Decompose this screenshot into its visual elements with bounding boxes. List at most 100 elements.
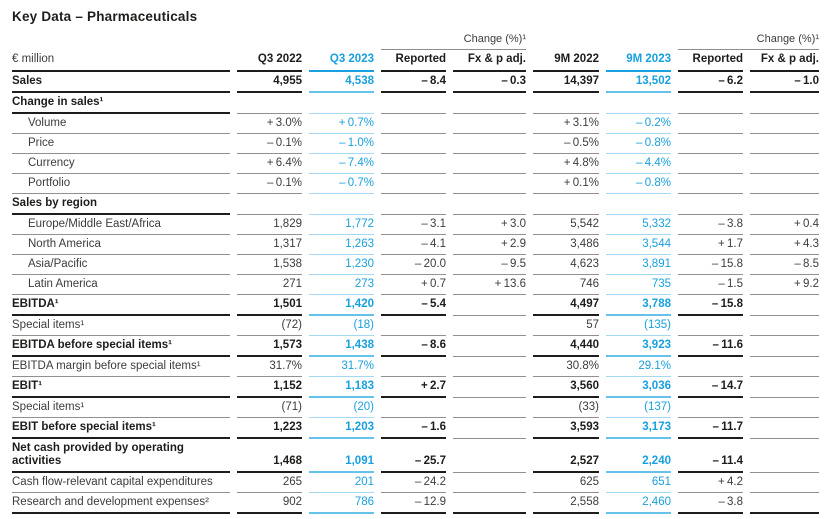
row-label: North America — [12, 235, 230, 255]
cell-q3-2023: 1,438 — [309, 336, 374, 357]
cell-reported-q3 — [381, 357, 446, 377]
cell-9m-2023 — [606, 194, 671, 215]
cell-fx-p-adj-q3: – 0.3 — [453, 72, 526, 93]
cell-q3-2022: 265 — [237, 473, 302, 493]
cell-fx-p-adj-9m — [750, 336, 819, 357]
cell-fx-p-adj-9m — [750, 93, 819, 114]
cell-9m-2022 — [533, 93, 599, 114]
cell-fx-p-adj-9m — [750, 154, 819, 174]
row-label: Research and development expenses² — [12, 493, 230, 514]
table-row: Research and development expenses² 902 786… — [12, 493, 819, 514]
cell-q3-2023: 1,183 — [309, 377, 374, 398]
cell-9m-2023: 2,240 — [606, 439, 671, 473]
cell-reported-q3 — [381, 316, 446, 336]
cell-reported-9m — [678, 398, 743, 418]
cell-q3-2023 — [309, 194, 374, 215]
table-row: EBIT before special items¹ 1,223 1,203 – 1.… — [12, 418, 819, 439]
table-row: Sales 4,955 4,538 – 8.4 – 0.3 14,397 13,502 – 6… — [12, 72, 819, 93]
cell-reported-q3: – 5.4 — [381, 295, 446, 316]
cell-fx-p-adj-q3 — [453, 154, 526, 174]
cell-reported-9m: – 15.8 — [678, 295, 743, 316]
cell-fx-p-adj-9m: + 4.3 — [750, 235, 819, 255]
table-row: Sales by region — [12, 194, 819, 215]
cell-reported-9m — [678, 114, 743, 134]
change-percent-label: Change (%)¹ — [678, 27, 819, 50]
table-row: Change in sales¹ — [12, 93, 819, 114]
cell-9m-2023 — [606, 93, 671, 114]
cell-q3-2022: 1,829 — [237, 215, 302, 235]
cell-q3-2022: 271 — [237, 275, 302, 295]
table-row: North America 1,317 1,263 – 4.1 + 2.9 3,486 3,… — [12, 235, 819, 255]
cell-q3-2023: 1,420 — [309, 295, 374, 316]
cell-q3-2022: 1,538 — [237, 255, 302, 275]
table-row: EBITDA margin before special items¹ 31.7%… — [12, 357, 819, 377]
cell-fx-p-adj-9m — [750, 174, 819, 194]
cell-9m-2023: 3,036 — [606, 377, 671, 398]
row-label: Europe/Middle East/Africa — [12, 215, 230, 235]
cell-9m-2023: 651 — [606, 473, 671, 493]
spacer-cell — [533, 27, 599, 50]
cell-9m-2022: 4,440 — [533, 336, 599, 357]
cell-q3-2022: 1,152 — [237, 377, 302, 398]
cell-9m-2023: 3,923 — [606, 336, 671, 357]
row-label: Latin America — [12, 275, 230, 295]
cell-fx-p-adj-q3: – 9.5 — [453, 255, 526, 275]
table-row: EBITDA¹ 1,501 1,420 – 5.4 4,497 3,788 – 15.8 — [12, 295, 819, 316]
cell-fx-p-adj-9m — [750, 473, 819, 493]
col-header-fx-p-adj-q3: Fx & p adj. — [453, 50, 526, 72]
cell-q3-2023: (20) — [309, 398, 374, 418]
row-label: Asia/Pacific — [12, 255, 230, 275]
cell-fx-p-adj-q3 — [453, 316, 526, 336]
table-row: EBITDA before special items¹ 1,573 1,438 – … — [12, 336, 819, 357]
cell-9m-2022: 3,560 — [533, 377, 599, 398]
cell-fx-p-adj-9m: – 1.0 — [750, 72, 819, 93]
table-row: EBIT¹ 1,152 1,183 + 2.7 3,560 3,036 – 14.7 — [12, 377, 819, 398]
row-label: EBITDA before special items¹ — [12, 336, 230, 357]
cell-fx-p-adj-q3: + 2.9 — [453, 235, 526, 255]
cell-fx-p-adj-q3: + 3.0 — [453, 215, 526, 235]
cell-q3-2022: 4,955 — [237, 72, 302, 93]
cell-fx-p-adj-q3 — [453, 493, 526, 514]
change-percent-label: Change (%)¹ — [381, 27, 526, 50]
page-title: Key Data – Pharmaceuticals — [12, 9, 198, 24]
cell-reported-9m: + 1.7 — [678, 235, 743, 255]
cell-fx-p-adj-q3 — [453, 295, 526, 316]
cell-9m-2023: 3,173 — [606, 418, 671, 439]
key-data-table: Change (%)¹ Change (%)¹ € million Q3 2022 Q3… — [5, 27, 826, 514]
cell-9m-2022: 14,397 — [533, 72, 599, 93]
cell-9m-2022: 5,542 — [533, 215, 599, 235]
cell-fx-p-adj-q3 — [453, 377, 526, 398]
spacer-cell — [12, 27, 230, 50]
table-row: Europe/Middle East/Africa 1,829 1,772 – 3.1… — [12, 215, 819, 235]
cell-9m-2022: + 0.1% — [533, 174, 599, 194]
cell-9m-2023: 735 — [606, 275, 671, 295]
cell-9m-2022: 3,593 — [533, 418, 599, 439]
cell-fx-p-adj-9m — [750, 493, 819, 514]
col-header-9m-2023: 9M 2023 — [606, 50, 671, 72]
table-head: Change (%)¹ Change (%)¹ € million Q3 2022 Q3… — [12, 27, 819, 72]
cell-q3-2022: 1,223 — [237, 418, 302, 439]
unit-header: € million — [12, 50, 230, 72]
cell-q3-2022: – 0.1% — [237, 174, 302, 194]
cell-q3-2022: + 3.0% — [237, 114, 302, 134]
cell-q3-2023: 201 — [309, 473, 374, 493]
cell-reported-9m — [678, 154, 743, 174]
table-row: Special items¹ (71) (20) (33) (137) — [12, 398, 819, 418]
cell-q3-2022: – 0.1% — [237, 134, 302, 154]
cell-reported-9m: – 3.8 — [678, 493, 743, 514]
row-label: EBIT¹ — [12, 377, 230, 398]
cell-reported-q3: – 4.1 — [381, 235, 446, 255]
cell-q3-2023: 1,230 — [309, 255, 374, 275]
table-row: Latin America 271 273 + 0.7 + 13.6 746 735 – 1.… — [12, 275, 819, 295]
cell-9m-2023: 13,502 — [606, 72, 671, 93]
cell-fx-p-adj-9m — [750, 134, 819, 154]
cell-fx-p-adj-q3 — [453, 473, 526, 493]
cell-q3-2022: 1,573 — [237, 336, 302, 357]
cell-reported-q3 — [381, 154, 446, 174]
cell-9m-2023: 3,788 — [606, 295, 671, 316]
table-row: Volume + 3.0% + 0.7% + 3.1% – 0.2% — [12, 114, 819, 134]
cell-q3-2023: 1,203 — [309, 418, 374, 439]
cell-q3-2022 — [237, 194, 302, 215]
cell-9m-2022 — [533, 194, 599, 215]
cell-q3-2023: – 1.0% — [309, 134, 374, 154]
